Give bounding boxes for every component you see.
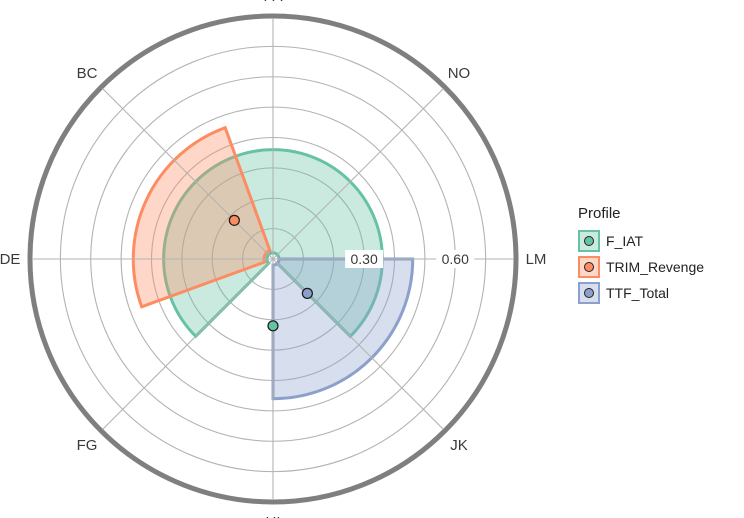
axis-label-lm: LM <box>526 251 547 268</box>
point-trim-revenge <box>228 214 240 226</box>
legend-title: Profile <box>578 205 621 222</box>
spokes <box>32 18 514 500</box>
legend-item-f-iat: F_IAT <box>578 228 738 254</box>
tick-labels: 0.30 0.60 <box>345 250 475 268</box>
tick-label-bg <box>436 250 475 268</box>
axis-label-fg: FG <box>77 437 98 454</box>
outer-circle <box>27 13 519 505</box>
spoke-no <box>272 88 444 260</box>
legend-item-ttf-total: TTF_Total <box>578 280 738 306</box>
points <box>228 214 313 332</box>
legend-key-f-iat <box>578 230 600 252</box>
legend-label-f-iat: F_IAT <box>606 233 644 249</box>
legend-label-trim-revenge: TRIM_Revenge <box>606 259 705 275</box>
axis-labels: PA NO LM JK HI FG DE BC <box>0 0 546 518</box>
axis-label-bc: BC <box>77 65 98 82</box>
bar-trim-revenge <box>131 125 272 309</box>
point-ttf-total <box>301 287 313 299</box>
axis-label-hi: HI <box>266 514 281 518</box>
spoke-bc <box>102 88 274 260</box>
tick-label-bg <box>345 250 384 268</box>
legend-key-ttf-total <box>578 282 600 304</box>
axis-label-jk: JK <box>450 437 468 454</box>
legend-label-ttf-total: TTF_Total <box>606 285 670 301</box>
legend: Profile F_IAT TRIM_Revenge TTF_Total <box>578 205 738 306</box>
legend-item-trim-revenge: TRIM_Revenge <box>578 254 738 280</box>
axis-label-pa: PA <box>264 0 283 5</box>
tick-label: 0.30 <box>351 251 378 267</box>
point-f-iat <box>267 320 279 332</box>
axis-label-de: DE <box>0 251 20 268</box>
tick-label: 0.60 <box>442 251 469 267</box>
spoke-fg <box>102 258 274 430</box>
legend-key-trim-revenge <box>578 256 600 278</box>
axis-label-no: NO <box>448 65 471 82</box>
spoke-jk <box>272 258 444 430</box>
